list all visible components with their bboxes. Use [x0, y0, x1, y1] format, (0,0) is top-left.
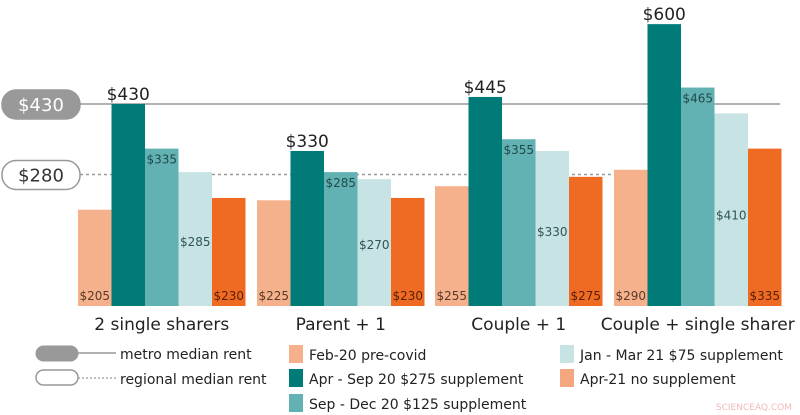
legend-swatch — [289, 369, 303, 387]
bar — [212, 197, 246, 306]
legend-label: Jan - Mar 21 $75 supplement — [579, 348, 783, 364]
legend-swatch — [560, 369, 574, 387]
bar-value-label: $335 — [146, 153, 177, 167]
reference-pill — [1, 89, 81, 120]
bar-value-label: $225 — [258, 289, 289, 303]
bar — [502, 139, 536, 306]
bar — [468, 96, 502, 306]
watermark: SCIENCEAQ.COM — [716, 403, 792, 413]
bar-value-label: $600 — [643, 5, 686, 25]
category-label: Couple + single sharer — [601, 315, 795, 335]
bar — [535, 150, 569, 306]
category-label: Couple + 1 — [471, 315, 566, 335]
bar — [435, 186, 469, 306]
reference-pill — [1, 159, 81, 191]
bar — [614, 169, 648, 306]
bar-value-label: $330 — [286, 132, 329, 152]
legend-label: regional median rent — [120, 372, 267, 388]
bar-value-label: $270 — [359, 238, 390, 252]
legend-swatch — [289, 394, 303, 412]
bar — [647, 24, 681, 307]
reference-label: $280 — [18, 165, 64, 186]
bar-value-label: $465 — [682, 92, 713, 106]
bar — [257, 200, 291, 306]
reference-label: $430 — [18, 95, 64, 116]
bar — [290, 150, 324, 306]
bar-value-label: $230 — [392, 289, 423, 303]
bar-value-label: $285 — [325, 176, 356, 190]
legend-label: Sep - Dec 20 $125 supplement — [309, 397, 527, 413]
bar-value-label: $230 — [213, 289, 244, 303]
bar-value-label: $335 — [749, 289, 780, 303]
bar-value-label: $355 — [503, 143, 534, 157]
bar — [748, 148, 782, 306]
bar-value-label: $445 — [464, 78, 507, 98]
regional-legend-swatch — [35, 369, 79, 386]
bar — [78, 209, 112, 306]
metro-legend-swatch — [35, 345, 79, 362]
bar-value-label: $430 — [107, 85, 150, 105]
bar — [391, 197, 425, 306]
bar — [145, 148, 179, 306]
legend-swatch — [560, 345, 574, 363]
bar — [714, 113, 748, 306]
legend-label: metro median rent — [120, 347, 252, 363]
legend-label: Apr - Sep 20 $275 supplement — [309, 372, 524, 388]
legend-swatch — [289, 345, 303, 363]
bar-value-label: $275 — [570, 289, 601, 303]
bar-value-label: $290 — [615, 289, 646, 303]
bar — [681, 87, 715, 306]
bar-value-label: $410 — [716, 208, 747, 222]
bar — [569, 176, 603, 306]
category-label: 2 single sharers — [94, 315, 229, 335]
bar-value-label: $285 — [180, 235, 211, 249]
bar — [178, 172, 212, 306]
bar — [324, 172, 358, 306]
bar-value-label: $330 — [537, 225, 568, 239]
bar — [111, 104, 145, 306]
bar-value-label: $205 — [79, 289, 110, 303]
category-label: Parent + 1 — [296, 315, 386, 335]
legend-label: Apr-21 no supplement — [580, 372, 736, 388]
bar — [357, 179, 391, 306]
legend-label: Feb-20 pre-covid — [309, 348, 426, 364]
bar-value-label: $255 — [436, 289, 467, 303]
